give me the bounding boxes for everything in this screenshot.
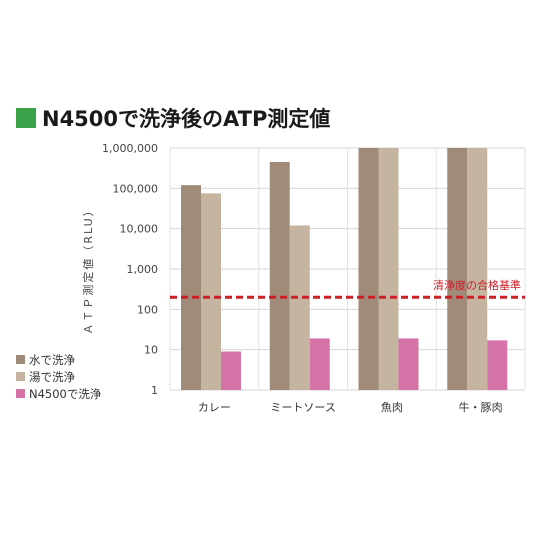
- x-category-label: カレー: [198, 401, 231, 414]
- bar: [398, 338, 419, 390]
- bar: [447, 148, 468, 390]
- legend-label: 水で洗浄: [29, 353, 75, 367]
- legend-swatch: [16, 389, 25, 398]
- chart-title: N4500で洗浄後のATP測定値: [16, 103, 330, 133]
- bar: [221, 351, 241, 390]
- y-tick-label: 10,000: [120, 223, 159, 236]
- x-category-labels: カレー ミートソース 魚肉 牛・豚肉: [198, 400, 503, 414]
- bar: [201, 193, 221, 390]
- x-category-label: ミートソース: [270, 401, 335, 414]
- bar: [269, 161, 290, 390]
- x-category-label: 牛・豚肉: [459, 400, 503, 414]
- bar: [378, 148, 399, 390]
- y-tick-label: 100,000: [113, 182, 159, 195]
- legend-swatch: [16, 355, 25, 364]
- x-category-label: 魚肉: [381, 401, 403, 414]
- bar: [181, 185, 201, 390]
- bar: [467, 148, 488, 390]
- bar: [289, 225, 310, 390]
- y-tick-label: 100: [137, 303, 158, 316]
- bar: [309, 338, 330, 390]
- chart-title-text: N4500で洗浄後のATP測定値: [42, 107, 331, 131]
- y-tick-label: 1,000,000: [102, 142, 158, 155]
- y-tick-label: 1,000: [127, 263, 159, 276]
- y-tick-labels: 1 10 100 1,000 10,000 100,000 1,000,000: [102, 142, 158, 397]
- legend-swatch: [16, 372, 25, 381]
- grid-layer: [169, 147, 526, 391]
- threshold-label: 清浄度の合格基準: [433, 278, 521, 292]
- legend-label: N4500で洗浄: [29, 387, 102, 401]
- y-tick-label: 10: [144, 344, 158, 357]
- title-marker-square: [16, 108, 36, 128]
- bar: [487, 340, 508, 390]
- y-axis-label: ＡＴＰ測定値（RLU）: [81, 203, 95, 334]
- legend-label: 湯で洗浄: [29, 370, 75, 384]
- y-tick-label: 1: [151, 384, 158, 397]
- bar: [358, 148, 379, 390]
- bars-layer: [181, 148, 508, 390]
